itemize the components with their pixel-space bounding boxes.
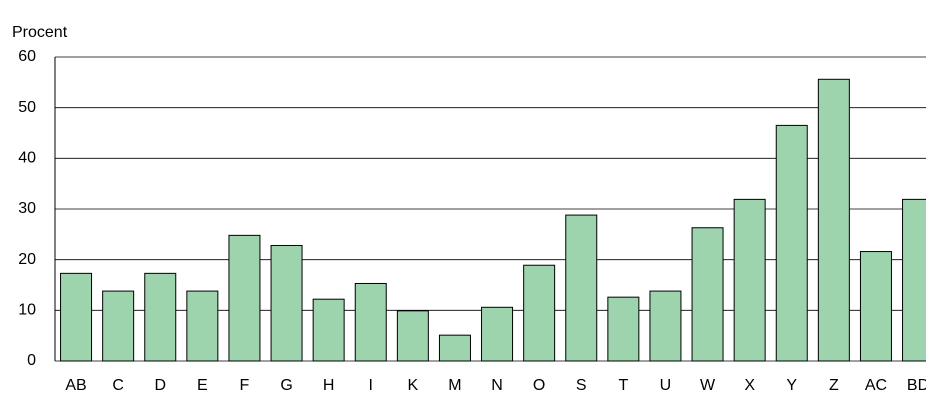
y-tick-label: 60 [18,48,36,65]
x-tick-label: G [280,377,292,394]
bar [270,244,303,362]
x-tick-label: F [240,377,250,394]
bar [565,214,598,362]
y-tick-label: 30 [18,200,36,217]
bar [481,306,514,362]
bar [902,198,926,362]
x-tick-label: H [323,377,335,394]
bar [733,198,766,362]
bar [144,272,177,362]
x-tick-label: E [197,377,208,394]
bar [649,290,682,362]
x-tick-label: BD [907,377,926,394]
bar [102,290,135,362]
x-tick-label: K [408,377,419,394]
x-tick-label: X [744,377,755,394]
bar [186,290,219,362]
x-tick-label: Z [829,377,839,394]
x-tick-label: T [618,377,628,394]
y-tick-label: 20 [18,251,36,268]
x-tick-label: N [491,377,503,394]
bar [859,251,892,362]
bar [607,296,640,362]
bar [396,310,429,362]
bar [354,282,387,362]
y-axis-label: Procent [12,24,68,41]
x-tick-label: Y [786,377,797,394]
bar [312,298,345,362]
x-tick-label: W [700,377,716,394]
x-tick-label: U [660,377,672,394]
x-tick-label: D [154,377,166,394]
bar [523,264,556,362]
x-tick-label: AC [865,377,887,394]
y-tick-label: 0 [27,352,36,369]
bar [438,334,471,362]
bar [228,234,261,362]
y-tick-label: 50 [18,99,36,116]
x-tick-label: O [533,377,545,394]
x-tick-label: C [112,377,124,394]
bar [60,272,93,362]
bar [691,227,724,362]
y-tick-label: 40 [18,150,36,167]
y-tick-label: 10 [18,302,36,319]
x-tick-label: S [576,377,587,394]
bar [817,78,850,362]
x-tick-label: M [448,377,461,394]
x-tick-label: I [369,377,373,394]
bar [775,124,808,362]
x-tick-label: AB [65,377,86,394]
